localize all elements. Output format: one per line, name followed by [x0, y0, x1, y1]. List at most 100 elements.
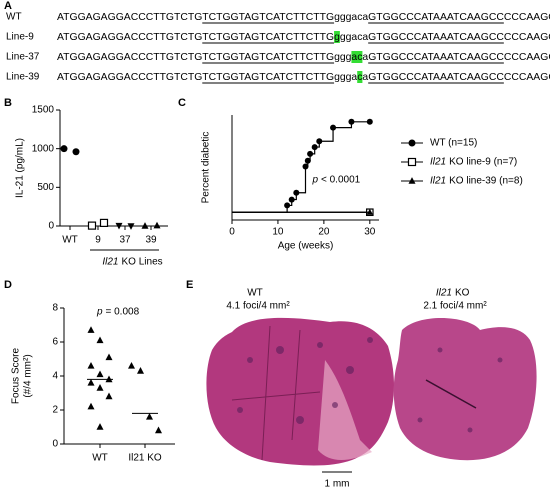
point	[105, 392, 113, 400]
panel-label: D	[4, 279, 12, 291]
y-tick-label: 1000	[32, 143, 55, 154]
legend-label: KO line-9 (n=7)	[449, 157, 517, 168]
sequence-segment: g	[334, 32, 340, 43]
sequence-segment: gggaca	[334, 12, 368, 23]
histology-images	[206, 317, 537, 473]
x-tick-label: WT	[62, 235, 78, 246]
scale-bar-label: 1 mm	[325, 479, 350, 490]
annotation-italic: p	[311, 175, 318, 186]
sequence-segment: ATGGAGAGGACCCTTGTCTG	[57, 12, 202, 23]
legend-marker	[407, 157, 417, 167]
point	[87, 402, 95, 410]
sequence-segment: ggaca	[340, 32, 369, 43]
point	[96, 423, 104, 430]
sequence-segment: TCTGGTAGTCATCTTCTTG	[202, 52, 334, 63]
highlight	[351, 51, 363, 63]
point	[87, 378, 95, 386]
x-tick-label: WT	[92, 453, 108, 464]
annotation: = 0.008	[106, 307, 140, 318]
y-tick-label: 0	[52, 439, 58, 450]
panel-label: C	[178, 97, 186, 109]
y-tick-label: 2	[52, 405, 58, 416]
point	[288, 196, 295, 203]
point	[60, 145, 68, 153]
point	[72, 148, 80, 156]
tissue-ko-fold	[425, 379, 477, 409]
point	[128, 361, 135, 369]
point	[293, 189, 300, 196]
legend-label-italic: Il21	[430, 176, 446, 187]
legend-marker	[408, 177, 416, 184]
sequence-segment: ATGGAGAGGACCCTTGTCTG	[57, 52, 202, 63]
y-axis-label: IL-21 (pg/mL)	[15, 138, 26, 198]
point	[96, 370, 104, 378]
legend-label: KO line-39 (n=8)	[449, 176, 523, 187]
panel-label: A	[4, 0, 12, 12]
point	[316, 138, 323, 145]
sequence-segment: a	[362, 72, 368, 83]
x-tick-label: 20	[318, 227, 330, 238]
x-axis-label: Age (weeks)	[278, 241, 334, 252]
sequence-segment: GTGGCCCATAAATCAAGCC	[368, 52, 504, 63]
x-tick-label: Il21 KO	[128, 453, 162, 464]
sequence-segment: GTGGCCCATAAATCAAGCC	[368, 72, 504, 83]
row-name: Line-9	[6, 32, 34, 43]
step-line	[232, 121, 370, 213]
highlight	[357, 71, 363, 83]
point	[284, 202, 291, 209]
image-caption: 2.1 foci/4 mm²	[423, 301, 487, 312]
sequence-segment: a	[362, 52, 368, 63]
point	[87, 361, 95, 369]
point	[105, 375, 113, 383]
point	[146, 412, 153, 420]
y-axis-label: Focus Score	[11, 347, 22, 404]
point	[105, 353, 113, 361]
point	[96, 384, 104, 391]
row-name: Line-37	[6, 52, 40, 63]
point	[87, 221, 97, 230]
sequence-segment: TCTGGTAGTCATCTTCTTG	[202, 12, 334, 23]
point	[87, 326, 95, 333]
tissue-ko	[393, 317, 537, 461]
point	[302, 163, 309, 170]
y-tick-label: 8	[52, 303, 58, 314]
point	[366, 118, 373, 125]
point	[137, 367, 144, 374]
point	[99, 218, 109, 228]
sequence-segment: TCTGGTAGTCATCTTCTTG	[202, 32, 334, 43]
group-label-italic: Il21	[102, 257, 118, 268]
image-title-italic: Il21	[436, 288, 452, 299]
image-caption: 4.1 foci/4 mm²	[226, 301, 290, 312]
x-tick-label: 30	[364, 227, 376, 238]
point	[330, 124, 337, 131]
y-tick-label: 6	[52, 337, 58, 348]
point	[141, 222, 149, 229]
x-tick-label: 9	[95, 235, 101, 246]
sequence-segment: CCCAAGGGC	[504, 32, 550, 43]
panel-label: E	[186, 279, 193, 291]
point	[348, 118, 355, 125]
sequence-segment: CCCAAGGGC	[504, 72, 550, 83]
point	[153, 221, 161, 229]
sequence-segment: ggga	[334, 72, 357, 83]
legend-marker	[408, 139, 416, 147]
x-tick-label: 39	[145, 235, 157, 246]
row-name: Line-39	[6, 72, 40, 83]
legend-label-italic: Il21	[430, 157, 446, 168]
sequence-segment: ATGGAGAGGACCCTTGTCTG	[57, 72, 202, 83]
panel-label: B	[4, 97, 12, 109]
annotation: < 0.0001	[321, 175, 361, 186]
y-tick-label: 500	[37, 182, 54, 193]
point	[96, 336, 104, 344]
y-axis-label: Percent diabetic	[201, 132, 212, 204]
highlight	[334, 31, 340, 43]
islets	[237, 337, 503, 433]
point	[115, 222, 123, 230]
sequence-segment: ggg	[334, 52, 352, 63]
image-title: WT	[247, 288, 263, 299]
y-tick-label: 4	[52, 371, 58, 382]
point	[155, 426, 162, 434]
sequence-segment: GTGGCCCATAAATCAAGCC	[368, 32, 504, 43]
x-tick-label: 10	[272, 227, 284, 238]
